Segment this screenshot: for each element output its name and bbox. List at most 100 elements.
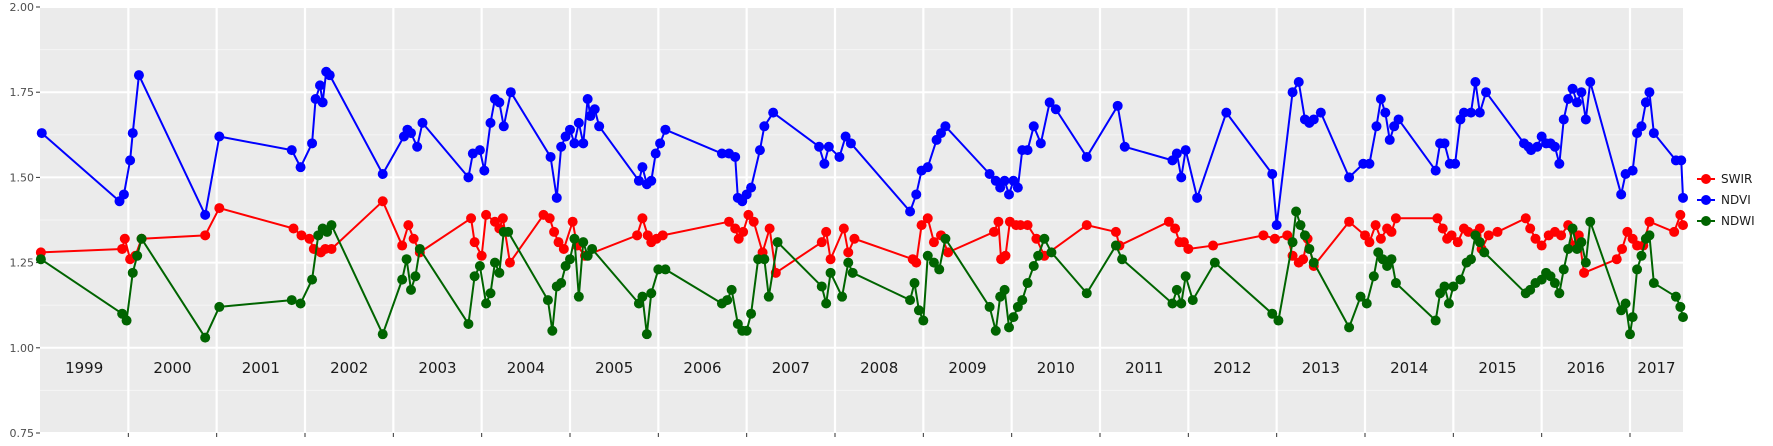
data-point-swir [1622,226,1633,237]
data-point-swir [1678,220,1688,231]
data-point-ndwi [463,318,474,329]
data-point-ndwi [741,325,752,336]
data-point-ndwi [1081,288,1092,299]
data-point-swir [1208,240,1219,251]
data-point-swir [504,257,515,268]
data-point-ndwi [547,325,558,336]
data-point-ndwi [1171,284,1182,295]
data-point-swir [1370,220,1381,231]
data-point-ndwi [726,284,737,295]
year-label: 1999 [65,359,103,377]
data-point-ndwi [214,301,225,312]
data-point-ndvi [307,138,318,149]
data-point-swir [469,237,480,248]
data-point-ndwi [410,271,421,282]
data-point-ndwi [406,284,416,295]
data-point-ndwi [1585,216,1596,227]
legend-label: NDVI [1721,193,1751,207]
legend-key-point [1701,174,1711,184]
data-point-ndwi [414,243,425,254]
data-point-ndwi [1355,291,1366,302]
data-point-ndvi [1004,189,1015,200]
data-point-ndwi [1344,322,1355,333]
data-point-ndvi [1371,121,1382,132]
data-point-ndvi [840,131,851,142]
data-point-ndwi [1022,278,1033,289]
data-point-ndwi [843,257,854,268]
data-point-ndvi [1180,145,1191,156]
data-point-ndvi [1044,97,1055,108]
data-point-ndwi [637,291,648,302]
data-point-swir [1520,213,1531,224]
data-point-swir [1344,216,1355,227]
data-point-ndvi [1012,182,1023,193]
data-point-ndwi [1563,243,1574,254]
data-point-ndwi [1390,278,1401,289]
data-point-ndwi [1267,308,1278,319]
data-point-swir [928,237,939,248]
data-point-swir [1000,250,1011,261]
data-point-swir [117,243,128,254]
data-point-ndvi [412,141,423,152]
data-point-swir [326,243,337,254]
data-point-ndvi [1678,192,1688,203]
data-point-ndwi [646,288,657,299]
series-points-ndvi [36,66,1688,231]
legend-key-point [1701,216,1711,226]
data-point-ndvi [650,148,661,159]
data-point-ndwi [573,291,584,302]
data-point-ndwi [940,233,951,244]
data-point-swir [1375,233,1386,244]
data-point-ndvi [1393,114,1404,125]
data-point-ndwi [641,329,652,340]
data-point-swir [993,216,1004,227]
data-point-swir [558,243,569,254]
data-point-swir [730,223,741,234]
data-point-ndwi [922,250,933,261]
data-point-swir [724,216,734,227]
data-point-ndvi [1481,87,1492,98]
data-point-ndvi [1287,87,1298,98]
year-label: 2003 [418,359,456,377]
data-point-ndwi [1670,291,1681,302]
data-point-ndwi [1636,250,1647,261]
data-point-swir [1675,209,1686,220]
data-point-ndvi [814,141,825,152]
data-point-swir [476,250,487,261]
data-point-ndwi [121,315,132,326]
data-point-ndvi [1636,121,1647,132]
year-label: 2011 [1125,359,1163,377]
data-point-ndwi [397,274,408,285]
legend-label: SWIR [1721,172,1752,186]
data-point-ndwi [565,254,575,265]
data-point-ndvi [324,70,335,81]
data-point-ndvi [1221,107,1232,118]
data-point-ndwi [909,278,920,289]
data-point-ndwi [469,271,480,282]
data-point-ndvi [1192,192,1203,203]
data-point-ndvi [1271,220,1282,231]
data-point-swir [911,257,922,268]
data-point-ndwi [1386,254,1397,265]
data-point-ndwi [1554,288,1565,299]
data-point-ndvi [845,138,856,149]
data-point-ndvi [1050,104,1061,115]
data-point-swir [748,216,759,227]
data-point-ndwi [35,254,46,265]
data-point-ndwi [1644,230,1655,241]
data-point-ndwi [847,267,858,278]
data-point-ndvi [286,145,297,156]
data-point-swir [1556,230,1567,241]
data-point-swir [1298,254,1309,265]
data-point-ndwi [1443,298,1454,309]
data-point-ndwi [132,250,143,261]
data-point-ndvi [823,141,834,152]
data-point-swir [288,223,299,234]
data-point-ndvi [1364,158,1375,169]
data-point-ndwi [1046,247,1057,258]
data-point-swir [1432,213,1443,224]
data-point-ndwi [1176,298,1187,309]
data-point-ndwi [503,226,514,237]
data-point-ndvi [1344,172,1355,183]
